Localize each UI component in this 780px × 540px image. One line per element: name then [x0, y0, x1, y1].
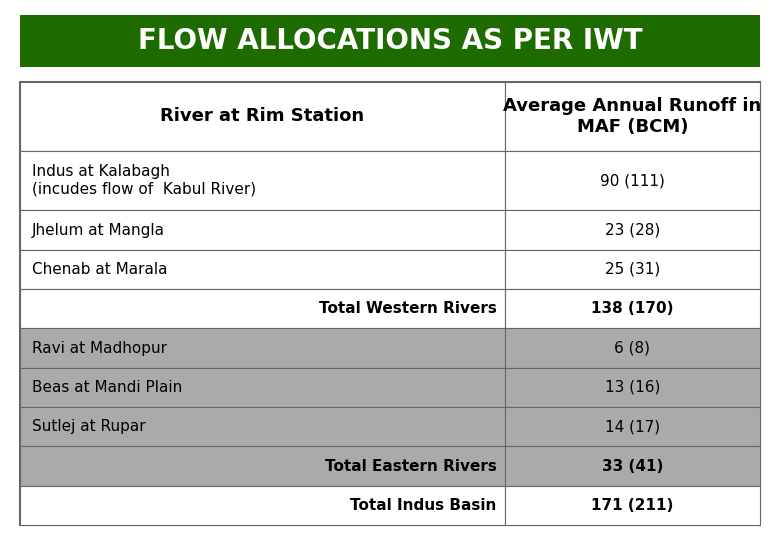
- FancyBboxPatch shape: [505, 151, 760, 211]
- FancyBboxPatch shape: [505, 211, 760, 250]
- FancyBboxPatch shape: [505, 447, 760, 485]
- FancyBboxPatch shape: [20, 151, 505, 211]
- Text: 33 (41): 33 (41): [601, 458, 663, 474]
- FancyBboxPatch shape: [505, 407, 760, 447]
- Text: 138 (170): 138 (170): [591, 301, 674, 316]
- FancyBboxPatch shape: [505, 368, 760, 407]
- Text: Total Eastern Rivers: Total Eastern Rivers: [324, 458, 497, 474]
- Text: 13 (16): 13 (16): [604, 380, 660, 395]
- Text: Average Annual Runoff in
MAF (BCM): Average Annual Runoff in MAF (BCM): [503, 97, 761, 136]
- FancyBboxPatch shape: [20, 328, 505, 368]
- Text: Beas at Mandi Plain: Beas at Mandi Plain: [32, 380, 183, 395]
- FancyBboxPatch shape: [505, 289, 760, 328]
- Text: 6 (8): 6 (8): [615, 341, 651, 355]
- FancyBboxPatch shape: [20, 407, 505, 447]
- FancyBboxPatch shape: [20, 82, 505, 151]
- FancyBboxPatch shape: [20, 15, 760, 67]
- Text: 25 (31): 25 (31): [604, 262, 660, 277]
- FancyBboxPatch shape: [505, 485, 760, 525]
- Text: 90 (111): 90 (111): [600, 173, 665, 188]
- Text: 23 (28): 23 (28): [604, 222, 660, 238]
- FancyBboxPatch shape: [20, 82, 760, 525]
- FancyBboxPatch shape: [20, 250, 505, 289]
- FancyBboxPatch shape: [20, 447, 505, 485]
- Text: Jhelum at Mangla: Jhelum at Mangla: [32, 222, 165, 238]
- FancyBboxPatch shape: [20, 368, 505, 407]
- FancyBboxPatch shape: [20, 485, 505, 525]
- FancyBboxPatch shape: [505, 328, 760, 368]
- Text: Indus at Kalabagh
(incudes flow of  Kabul River): Indus at Kalabagh (incudes flow of Kabul…: [32, 164, 256, 197]
- Text: River at Rim Station: River at Rim Station: [160, 107, 364, 125]
- FancyBboxPatch shape: [20, 211, 505, 250]
- FancyBboxPatch shape: [505, 250, 760, 289]
- Text: Total Indus Basin: Total Indus Basin: [350, 498, 497, 513]
- Text: Total Western Rivers: Total Western Rivers: [319, 301, 497, 316]
- FancyBboxPatch shape: [505, 82, 760, 151]
- Text: FLOW ALLOCATIONS AS PER IWT: FLOW ALLOCATIONS AS PER IWT: [138, 27, 642, 55]
- Text: Chenab at Marala: Chenab at Marala: [32, 262, 168, 277]
- Text: Ravi at Madhopur: Ravi at Madhopur: [32, 341, 167, 355]
- Text: Sutlej at Rupar: Sutlej at Rupar: [32, 419, 146, 434]
- Text: 171 (211): 171 (211): [591, 498, 674, 513]
- FancyBboxPatch shape: [20, 289, 505, 328]
- Text: 14 (17): 14 (17): [604, 419, 660, 434]
